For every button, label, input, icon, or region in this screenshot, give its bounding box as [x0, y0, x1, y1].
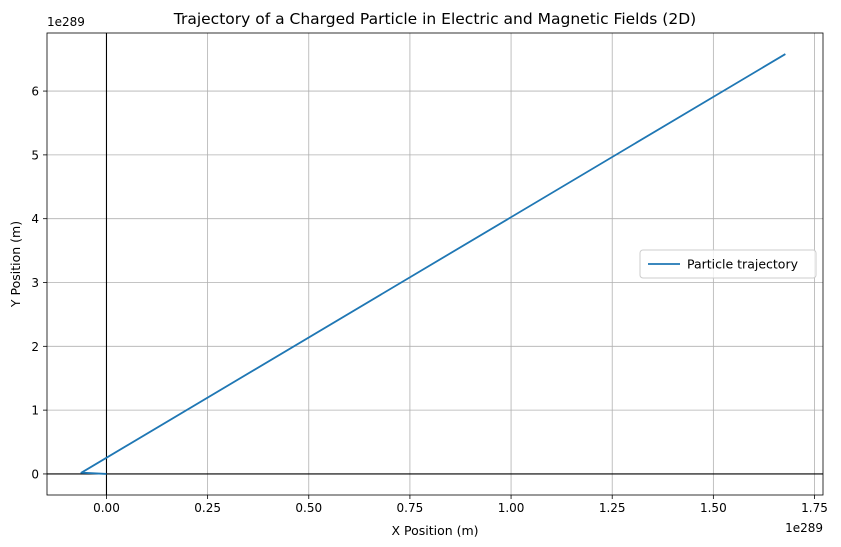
legend-box	[639, 249, 817, 279]
x-axis-label: X Position (m)	[391, 523, 478, 538]
x-tick-label: 1.75	[801, 501, 828, 515]
y-offset-label: 1e289	[47, 15, 85, 29]
y-tick-label: 4	[31, 212, 39, 226]
y-axis-label: Y Position (m)	[8, 221, 23, 308]
y-tick-label: 5	[31, 148, 39, 162]
reference-lines	[47, 33, 823, 495]
series-line-particle-trajectory	[80, 53, 786, 475]
y-tick-label: 6	[31, 85, 39, 99]
x-tick-label: 0.50	[295, 501, 322, 515]
y-tick-label: 0	[31, 467, 39, 481]
series-layer	[80, 53, 786, 475]
x-tick-label: 0.25	[194, 501, 221, 515]
y-tick-label: 1	[31, 404, 39, 418]
plot-frame	[46, 32, 824, 496]
x-tick-label: 0.00	[93, 501, 120, 515]
x-tick-label: 1.00	[498, 501, 525, 515]
x-tick-label: 0.75	[397, 501, 424, 515]
legend: Particle trajectory	[639, 249, 817, 279]
y-ticks: 0 1 2 3 4 5 6	[31, 85, 47, 481]
chart-title: Trajectory of a Charged Particle in Elec…	[173, 10, 696, 28]
x-ticks: 0.00 0.25 0.50 0.75 1.00 1.25 1.50 1.75	[93, 495, 828, 515]
y-tick-label: 2	[31, 340, 39, 354]
x-tick-label: 1.25	[599, 501, 626, 515]
x-tick-label: 1.50	[700, 501, 727, 515]
x-offset-label: 1e289	[785, 521, 823, 535]
y-tick-label: 3	[31, 276, 39, 290]
legend-label: Particle trajectory	[687, 257, 799, 272]
